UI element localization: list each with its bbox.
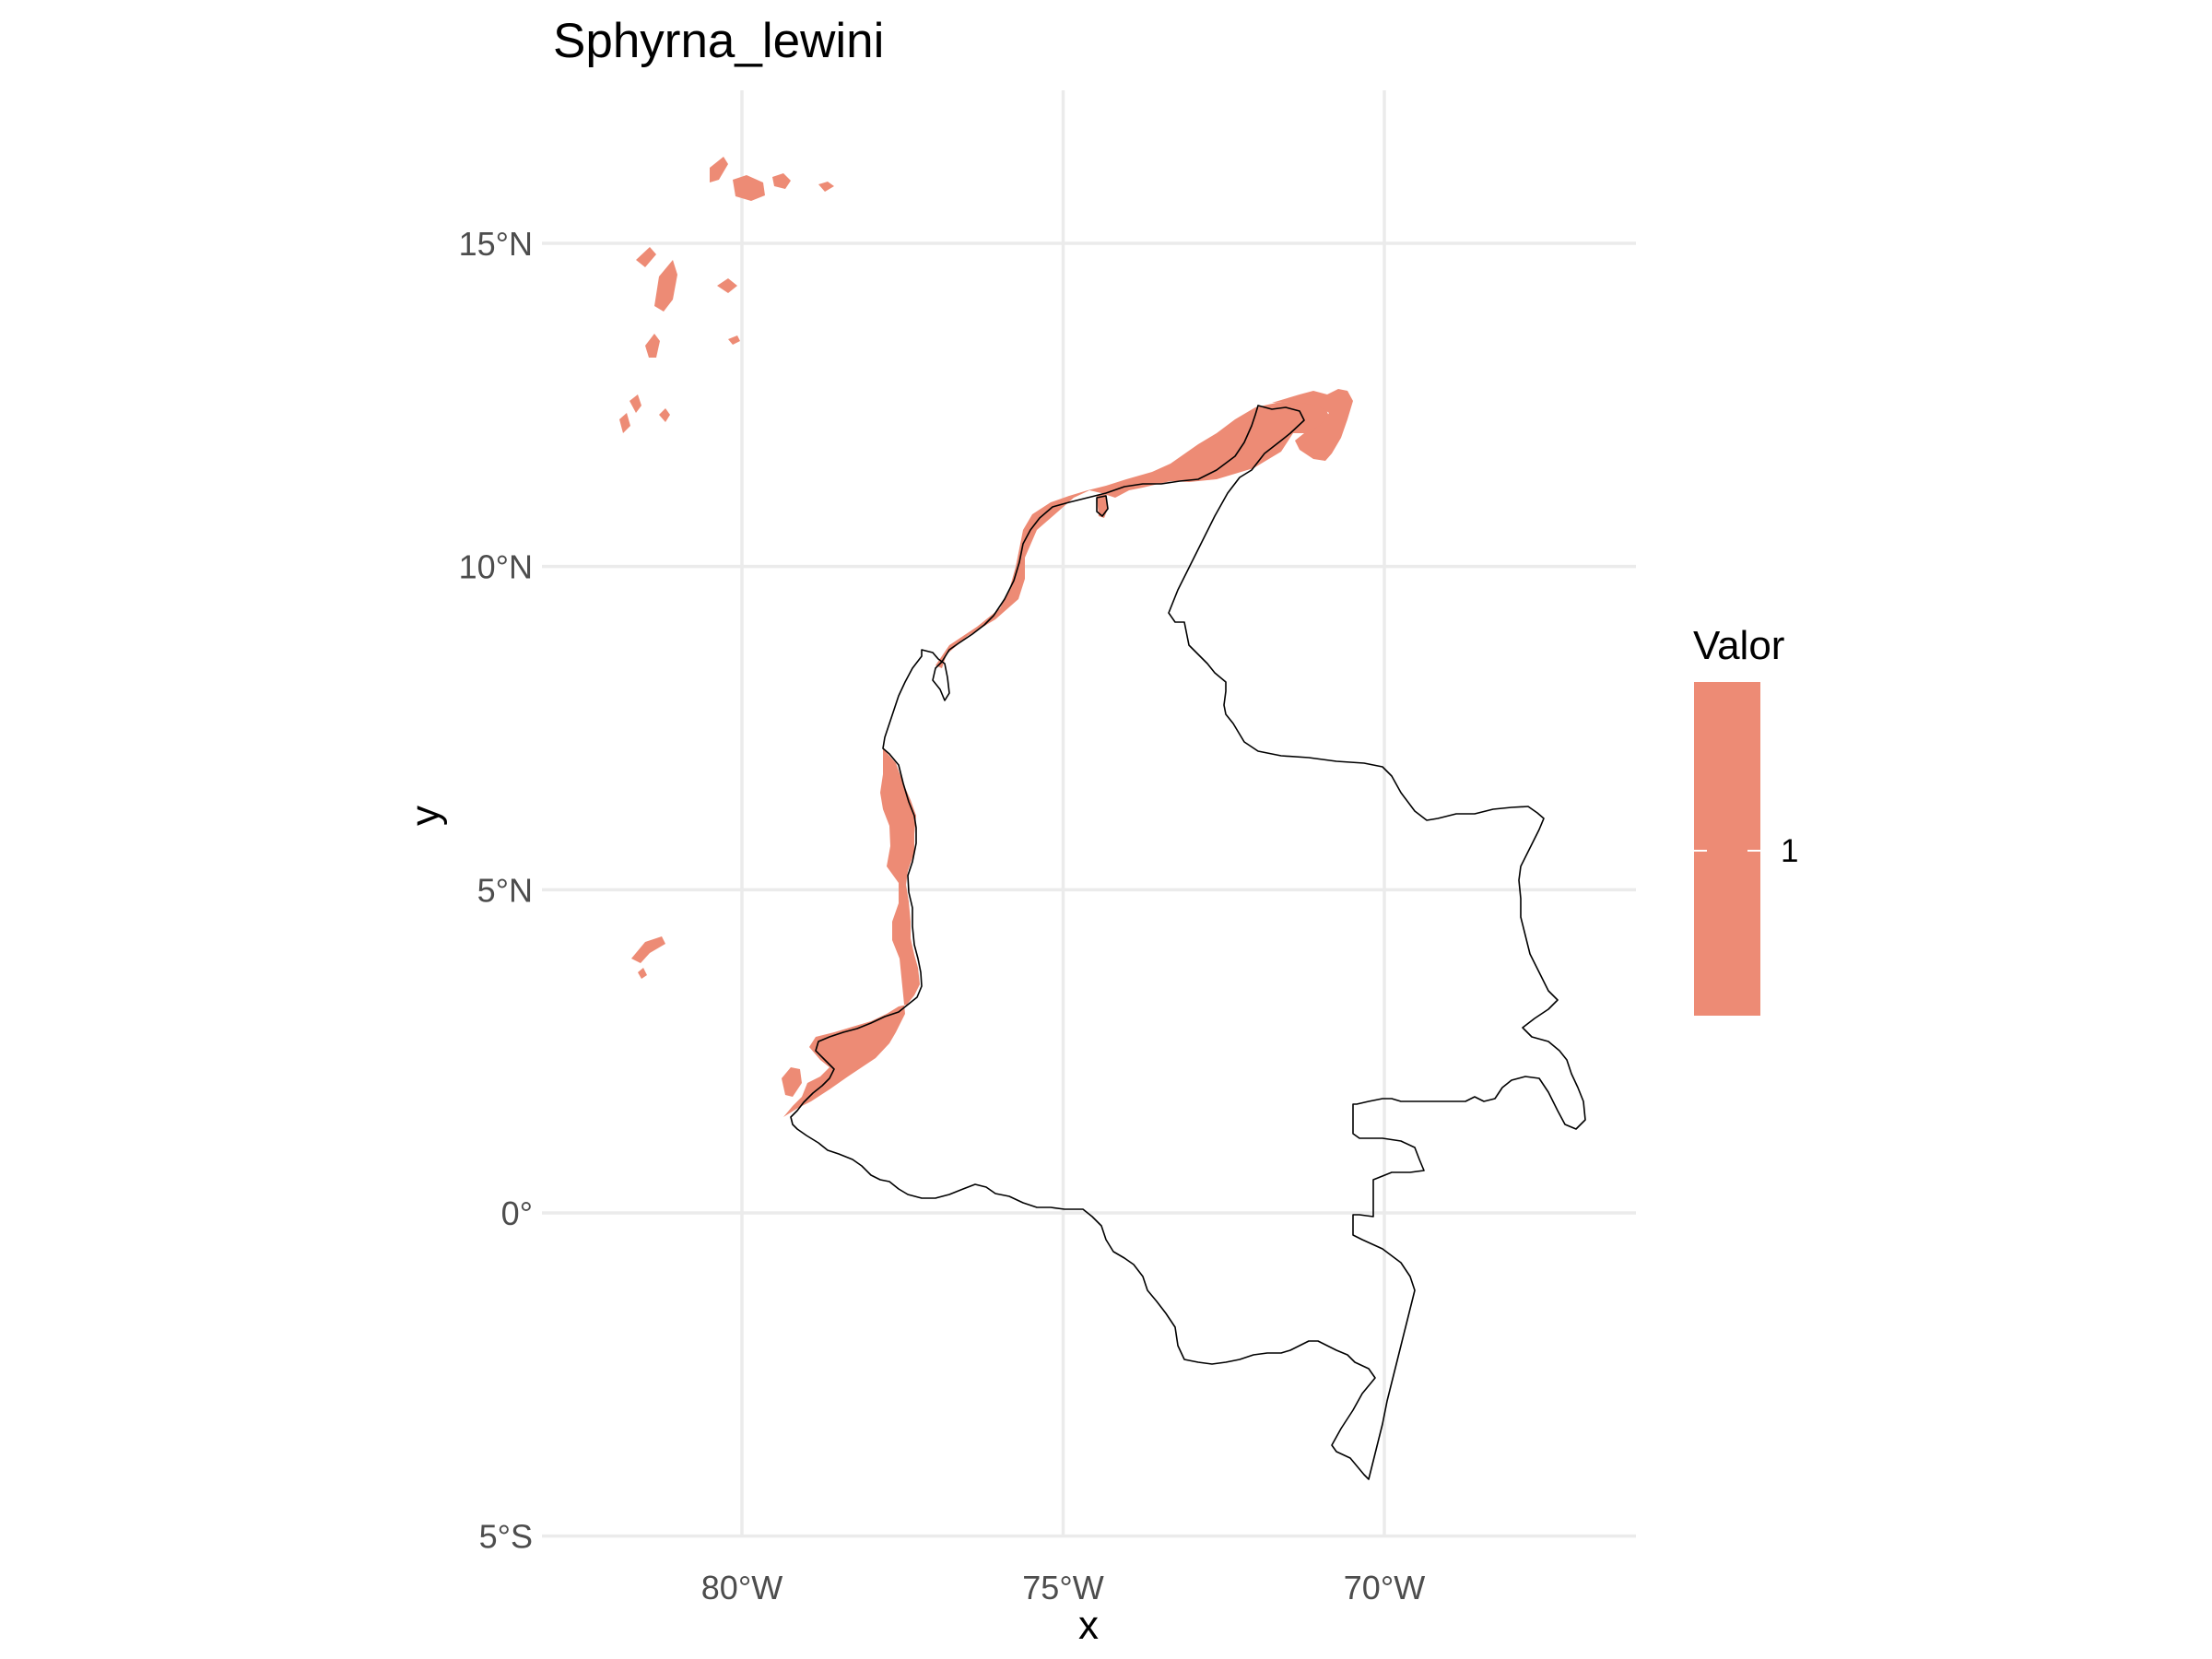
habitat-guajira [1272, 389, 1353, 461]
legend-color-key [1694, 682, 1760, 1016]
legend: Valor 1 [1693, 623, 1798, 1016]
plot-title: Sphyrna_lewini [553, 14, 884, 68]
y-tick-label: 5°N [477, 871, 533, 909]
habitat-island-5 [636, 247, 656, 267]
habitat-island-9 [629, 394, 641, 413]
legend-label: 1 [1781, 833, 1798, 869]
habitat-caribbean-coast [935, 401, 1329, 668]
y-tick-label: 10°N [459, 548, 533, 586]
habitat-pacific-coast [783, 748, 920, 1117]
x-tick-label: 75°W [1022, 1569, 1103, 1606]
habitat-island-8 [645, 334, 660, 358]
x-axis-label: x [1078, 1603, 1099, 1648]
habitat-island-1 [710, 157, 728, 182]
legend-title: Valor [1693, 623, 1784, 668]
y-axis-label: y [403, 806, 448, 826]
habitat-island-2 [733, 175, 765, 201]
x-tick-label: 80°W [701, 1569, 782, 1606]
habitat-malpelo [631, 936, 665, 963]
grid-lines [542, 90, 1636, 1538]
colombia-border [790, 405, 1586, 1480]
inlet-outline [1096, 495, 1109, 517]
y-tick-label: 5°S [479, 1518, 533, 1556]
habitat-island-6 [654, 260, 677, 312]
habitat-island-3 [772, 173, 791, 189]
habitat-island-10 [619, 413, 630, 433]
habitat-island-7 [717, 278, 737, 293]
habitat-pacific-islet [782, 1067, 802, 1097]
habitat-malpelo-islet [638, 968, 647, 979]
habitat-island-11 [659, 408, 670, 422]
y-tick-label: 15°N [459, 225, 533, 263]
y-axis-ticks: 5°S 0° 5°N 10°N 15°N [459, 225, 533, 1556]
habitat-layer [619, 157, 1353, 1117]
habitat-island-4 [818, 182, 834, 192]
x-tick-label: 70°W [1344, 1569, 1425, 1606]
x-axis-ticks: 80°W 75°W 70°W [701, 1569, 1425, 1606]
y-tick-label: 0° [501, 1194, 533, 1232]
habitat-island-12 [728, 335, 740, 345]
country-outline [790, 405, 1586, 1480]
